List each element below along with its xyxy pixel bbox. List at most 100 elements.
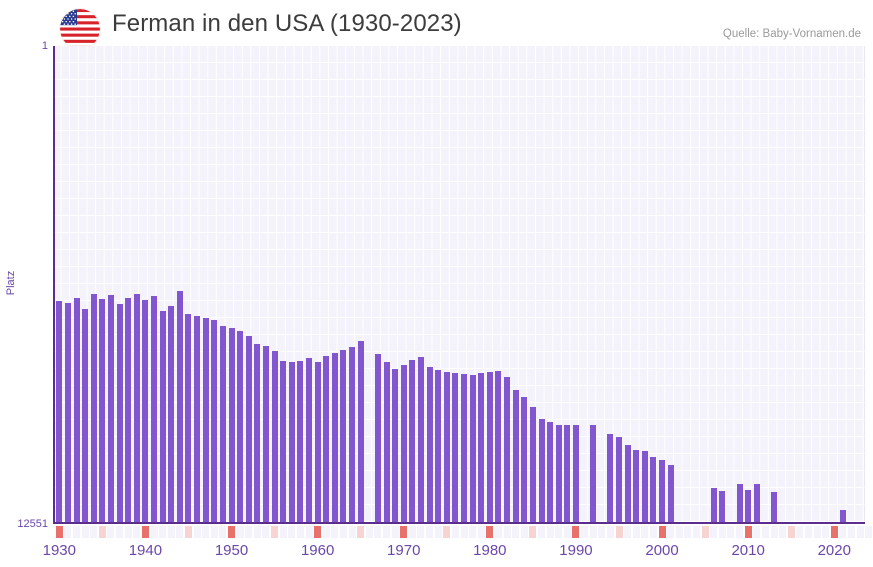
bar-1958[interactable]	[297, 360, 304, 524]
bar-1945[interactable]	[185, 313, 192, 524]
bar-1984[interactable]	[521, 397, 528, 524]
x-tick-1989	[563, 526, 571, 538]
bar-2001[interactable]	[667, 464, 674, 524]
bar-1941[interactable]	[151, 295, 158, 524]
x-axis-label-1990: 1990	[559, 542, 593, 559]
bar-1990[interactable]	[572, 425, 579, 524]
x-tick-1975	[443, 526, 451, 538]
bar-1999[interactable]	[650, 456, 657, 524]
bar-2009[interactable]	[736, 484, 743, 524]
bar-1998[interactable]	[641, 451, 648, 524]
x-tick-1932	[73, 526, 81, 538]
bar-1969[interactable]	[392, 368, 399, 524]
x-tick-1981	[494, 526, 502, 538]
bar-1986[interactable]	[538, 418, 545, 524]
bar-1977[interactable]	[461, 374, 467, 524]
bar-1972[interactable]	[417, 357, 424, 524]
bar-2013[interactable]	[771, 491, 777, 524]
bar-1997[interactable]	[633, 450, 640, 524]
bar-1968[interactable]	[383, 362, 390, 524]
bar-1979[interactable]	[478, 372, 485, 524]
bar-1933[interactable]	[82, 308, 89, 524]
bar-1938[interactable]	[125, 298, 132, 524]
bar-1937[interactable]	[116, 304, 123, 524]
bar-1952[interactable]	[245, 336, 252, 524]
bar-1954[interactable]	[262, 346, 269, 524]
bar-1957[interactable]	[288, 361, 295, 524]
bar-1951[interactable]	[237, 330, 244, 524]
bar-1960[interactable]	[314, 361, 321, 524]
bar-1976[interactable]	[452, 372, 459, 524]
x-tick-1978	[469, 526, 477, 538]
bar-1947[interactable]	[202, 318, 209, 524]
bar-1992[interactable]	[590, 424, 597, 524]
bar-1965[interactable]	[357, 341, 364, 524]
x-tick-1946	[193, 526, 201, 538]
x-tick-1962	[331, 526, 339, 538]
bar-1983[interactable]	[512, 389, 519, 524]
bar-2021[interactable]	[839, 509, 846, 524]
x-tick-1977	[460, 526, 468, 538]
bar-1944[interactable]	[176, 290, 183, 524]
bar-1964[interactable]	[349, 346, 356, 524]
y-axis-bottom-label: 12551	[17, 518, 48, 530]
bar-2011[interactable]	[753, 483, 760, 524]
bar-1985[interactable]	[529, 406, 536, 524]
bar-1975[interactable]	[443, 372, 450, 524]
bar-1988[interactable]	[555, 425, 562, 524]
bar-1959[interactable]	[306, 358, 313, 524]
bar-1971[interactable]	[409, 360, 416, 524]
bar-1996[interactable]	[624, 444, 631, 524]
x-tick-1995	[615, 526, 623, 538]
bar-2000[interactable]	[659, 460, 666, 524]
bar-1995[interactable]	[616, 436, 622, 524]
x-tick-1948	[210, 526, 218, 538]
x-tick-1939	[133, 526, 141, 538]
x-tick-1986	[538, 526, 545, 538]
bar-1982[interactable]	[504, 377, 511, 524]
bar-1948[interactable]	[211, 320, 218, 524]
bar-1943[interactable]	[168, 305, 175, 524]
bar-1940[interactable]	[142, 300, 149, 524]
x-tick-1940	[141, 526, 149, 538]
bar-1989[interactable]	[564, 424, 571, 524]
bar-1950[interactable]	[228, 327, 235, 524]
bar-1961[interactable]	[323, 356, 330, 524]
bar-1987[interactable]	[547, 422, 554, 524]
bar-1936[interactable]	[107, 295, 114, 524]
bar-1932[interactable]	[73, 298, 80, 524]
x-tick-2003	[684, 526, 692, 538]
bar-1978[interactable]	[469, 375, 476, 524]
bar-1935[interactable]	[99, 299, 106, 524]
bar-1953[interactable]	[254, 344, 261, 524]
bar-1980[interactable]	[486, 372, 493, 524]
bar-1930[interactable]	[56, 301, 63, 524]
x-tick-1960	[314, 526, 322, 538]
bar-2007[interactable]	[719, 490, 726, 524]
x-tick-2016	[796, 526, 804, 538]
x-tick-1993	[598, 526, 606, 538]
bar-1934[interactable]	[90, 294, 97, 524]
bar-1931[interactable]	[64, 303, 71, 524]
bar-1994[interactable]	[607, 434, 614, 524]
x-axis-label-2020: 2020	[817, 542, 851, 559]
x-tick-1943	[167, 526, 175, 538]
plot-area	[53, 46, 865, 524]
bar-1962[interactable]	[331, 352, 338, 524]
bar-1956[interactable]	[280, 361, 287, 524]
bar-1955[interactable]	[271, 350, 278, 524]
bar-1974[interactable]	[435, 369, 442, 524]
bar-1973[interactable]	[426, 367, 433, 524]
bar-1981[interactable]	[495, 370, 502, 524]
bar-2010[interactable]	[745, 489, 752, 524]
bar-2006[interactable]	[710, 487, 717, 524]
bar-1939[interactable]	[133, 293, 140, 524]
bar-1970[interactable]	[400, 365, 407, 524]
x-tick-1949	[219, 526, 227, 538]
x-tick-1992	[589, 526, 597, 538]
bar-1963[interactable]	[340, 349, 347, 524]
bar-1946[interactable]	[194, 315, 201, 524]
bar-1942[interactable]	[159, 310, 166, 524]
bar-1949[interactable]	[219, 325, 226, 524]
bar-1967[interactable]	[374, 353, 381, 524]
